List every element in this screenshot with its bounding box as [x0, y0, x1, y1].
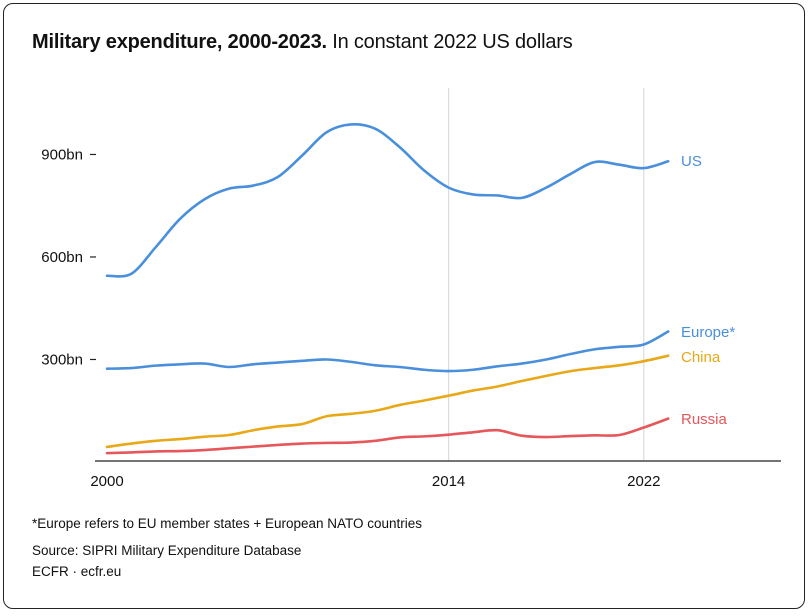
x-tick-label: 2022	[627, 473, 660, 490]
x-tick-label: 2000	[90, 473, 123, 490]
series-line-china	[105, 354, 670, 449]
series-label-china: China	[681, 349, 721, 366]
series-label-us: US	[681, 153, 702, 170]
chart-title: Military expenditure, 2000-2023. In cons…	[32, 31, 573, 54]
y-tick-label: 300bn	[41, 351, 83, 368]
credit-note: ECFR · ecfr.eu	[32, 564, 122, 579]
series-label-europe: Europe*	[681, 324, 735, 341]
x-tick-label: 2014	[432, 473, 465, 490]
y-tick-label: 600bn	[41, 249, 83, 266]
chart-subtitle: In constant 2022 US dollars	[332, 31, 573, 53]
footnote: *Europe refers to EU member states + Eur…	[32, 516, 423, 531]
series-label-russia: Russia	[681, 411, 728, 428]
series-line-us	[105, 122, 670, 278]
series-line-russia	[105, 417, 670, 455]
source-note: Source: SIPRI Military Expenditure Datab…	[32, 543, 302, 558]
y-tick-label: 900bn	[41, 146, 83, 163]
chart-title-bold: Military expenditure, 2000-2023.	[32, 31, 327, 53]
chart-card	[3, 3, 805, 609]
series-line-europe	[105, 330, 670, 373]
